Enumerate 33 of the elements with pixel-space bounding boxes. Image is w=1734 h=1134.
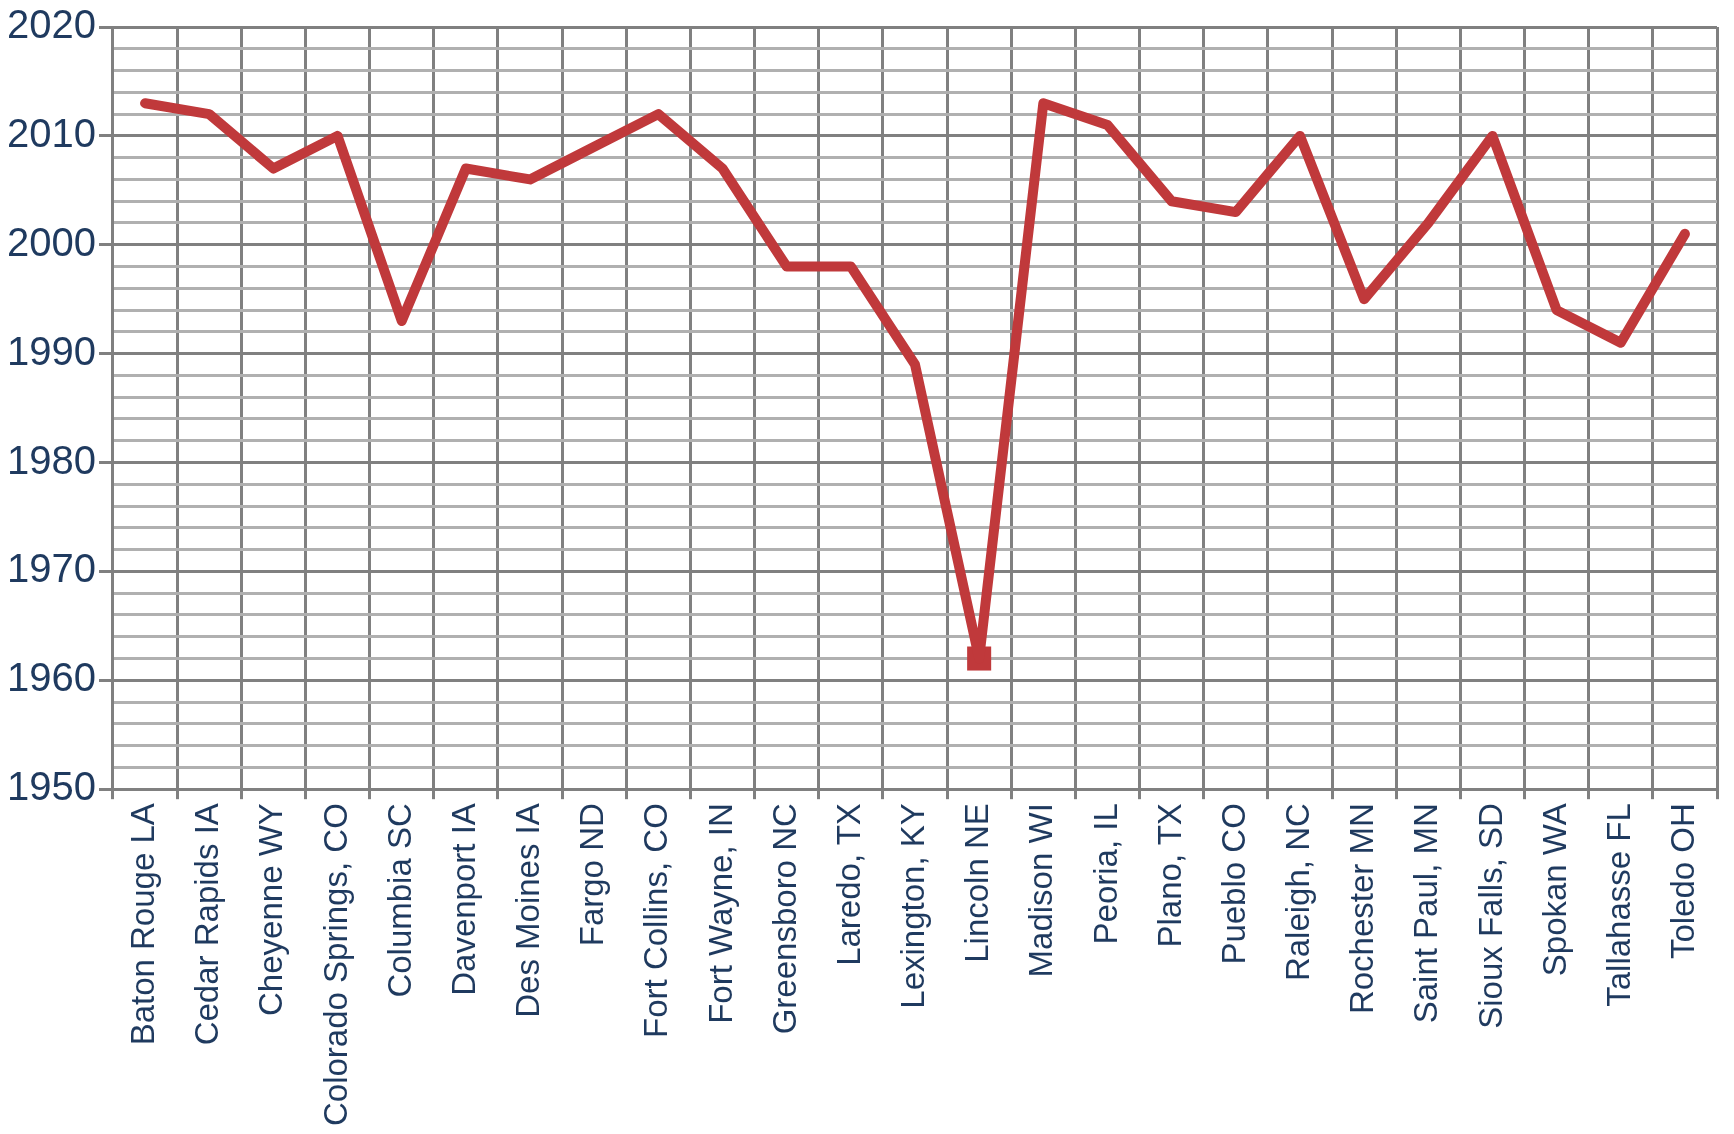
x-tick-label: Lexington, KY [894, 803, 932, 1009]
y-tick-label: 1970 [7, 546, 96, 591]
x-tick-label: Tallahasse FL [1599, 803, 1637, 1007]
x-tick-label: Peoria, IL [1086, 803, 1124, 945]
x-tick-label: Lincoln NE [958, 803, 996, 963]
x-tick-label: Greensboro NC [765, 803, 803, 1035]
x-tick-label: Davenport IA [444, 803, 482, 996]
x-tick-label: Spokan WA [1535, 803, 1573, 977]
x-tick-label: Cedar Rapids IA [188, 803, 226, 1046]
x-tick-label: Fort Wayne, IN [701, 803, 739, 1024]
x-tick-label: Columbia SC [380, 803, 418, 998]
x-tick-label: Plano, TX [1150, 803, 1188, 948]
y-tick-label: 1980 [7, 437, 96, 482]
y-tick-label: 2020 [7, 2, 96, 47]
y-tick-label: 2010 [7, 110, 96, 155]
x-tick-label: Laredo, TX [829, 803, 867, 966]
x-tick-label: Toledo OH [1664, 803, 1702, 960]
x-tick-label: Fort Collins, CO [637, 803, 675, 1038]
x-tick-label: Rochester MN [1343, 803, 1381, 1015]
x-tick-label: Sioux Falls, SD [1471, 803, 1509, 1029]
y-tick-label: 1950 [7, 764, 96, 809]
y-tick-label: 1990 [7, 328, 96, 373]
x-tick-label: Des Moines IA [509, 803, 547, 1018]
y-tick-label: 1960 [7, 655, 96, 700]
x-tick-label: Colorado Springs, CO [316, 803, 354, 1127]
x-tick-label: Fargo ND [573, 803, 611, 947]
x-tick-label: Madison WI [1022, 803, 1060, 978]
x-tick-label: Raleigh, NC [1279, 803, 1317, 982]
x-tick-label: Pueblo CO [1214, 803, 1252, 965]
y-tick-label: 2000 [7, 219, 96, 264]
x-tick-label: Baton Rouge LA [124, 803, 162, 1046]
x-tick-label: Saint Paul, MN [1407, 803, 1445, 1024]
x-tick-label: Cheyenne WY [252, 803, 290, 1016]
